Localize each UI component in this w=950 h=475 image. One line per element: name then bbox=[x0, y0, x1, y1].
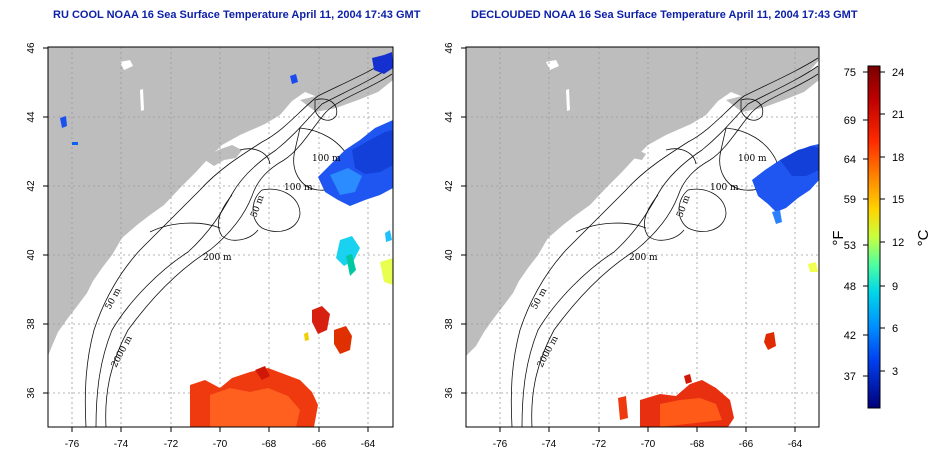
fahrenheit-tick-label: 64 bbox=[844, 154, 856, 166]
celsius-tick-label: 9 bbox=[892, 281, 898, 293]
lon-tick-label: -68 bbox=[690, 439, 705, 450]
lat-tick-label: 40 bbox=[444, 249, 455, 261]
right-y-axis bbox=[461, 47, 466, 394]
lon-tick-label: -66 bbox=[739, 439, 754, 450]
lat-tick-label: 46 bbox=[444, 42, 455, 54]
contour-label: 100 m bbox=[284, 183, 313, 193]
left-y-axis bbox=[43, 47, 48, 394]
sst-data bbox=[60, 52, 393, 427]
fahrenheit-tick-label: 69 bbox=[844, 115, 856, 127]
contour-label: 200 m bbox=[629, 253, 658, 263]
colorbar-gradient bbox=[867, 65, 881, 409]
contour-label: 100 m bbox=[710, 183, 739, 193]
fahrenheit-unit-label: °F bbox=[830, 230, 847, 245]
celsius-tick-label: 24 bbox=[892, 67, 904, 79]
lon-tick-label: -64 bbox=[788, 439, 803, 450]
fahrenheit-tick-label: 75 bbox=[844, 67, 856, 79]
nova-scotia bbox=[726, 66, 819, 112]
nova-scotia bbox=[300, 66, 393, 112]
lake bbox=[566, 89, 570, 111]
fahrenheit-tick-label: 42 bbox=[844, 330, 856, 342]
land-peninsula bbox=[205, 145, 242, 166]
celsius-tick-label: 3 bbox=[892, 366, 898, 378]
lon-tick-label: -72 bbox=[592, 439, 607, 450]
fahrenheit-tick-label: 53 bbox=[844, 240, 856, 252]
lat-tick-label: 36 bbox=[26, 387, 37, 399]
cape-cod bbox=[632, 150, 646, 160]
celsius-tick-label: 18 bbox=[892, 152, 904, 164]
lat-tick-label: 38 bbox=[444, 318, 455, 330]
lake bbox=[140, 89, 144, 111]
lat-tick-label: 40 bbox=[26, 249, 37, 261]
fahrenheit-tick-label: 37 bbox=[844, 371, 856, 383]
cape-cod bbox=[206, 150, 220, 160]
lon-tick-label: -70 bbox=[213, 439, 228, 450]
left-map-title: RU COOL NOAA 16 Sea Surface Temperature … bbox=[53, 9, 421, 21]
sst-data bbox=[618, 144, 819, 427]
grid-lines bbox=[48, 47, 393, 427]
lon-tick-label: -74 bbox=[114, 439, 129, 450]
temperature-colorbar: 75 69 64 59 53 48 42 37 24 21 18 15 12 9… bbox=[830, 65, 932, 409]
right-map-title: DECLOUDED NOAA 16 Sea Surface Temperatur… bbox=[471, 9, 858, 21]
land-mass bbox=[466, 47, 819, 356]
lon-tick-label: -70 bbox=[641, 439, 656, 450]
lon-tick-label: -76 bbox=[65, 439, 80, 450]
lat-tick-label: 42 bbox=[444, 180, 455, 192]
lon-tick-label: -68 bbox=[262, 439, 277, 450]
celsius-unit-label: °C bbox=[915, 229, 932, 246]
lat-tick-label: 46 bbox=[26, 42, 37, 54]
colorbar-ticks bbox=[863, 71, 885, 377]
celsius-tick-label: 15 bbox=[892, 194, 904, 206]
lat-tick-label: 44 bbox=[26, 111, 37, 123]
lake bbox=[120, 60, 133, 70]
celsius-tick-label: 21 bbox=[892, 109, 904, 121]
bathymetry-contours bbox=[510, 57, 819, 427]
right-x-axis bbox=[499, 427, 796, 432]
lat-tick-label: 38 bbox=[26, 318, 37, 330]
celsius-tick-label: 6 bbox=[892, 323, 898, 335]
lat-tick-label: 44 bbox=[444, 111, 455, 123]
lon-tick-label: -64 bbox=[361, 439, 376, 450]
lon-tick-label: -74 bbox=[542, 439, 557, 450]
contour-label: 200 m bbox=[203, 253, 232, 263]
bathymetry-contours bbox=[84, 57, 393, 427]
contour-label: 100 m bbox=[738, 154, 767, 164]
land-mass bbox=[48, 47, 393, 356]
lon-tick-label: -72 bbox=[164, 439, 179, 450]
contour-label: 100 m bbox=[312, 154, 341, 164]
lon-tick-label: -66 bbox=[312, 439, 327, 450]
fahrenheit-tick-label: 59 bbox=[844, 194, 856, 206]
left-map-panel: 100 m 100 m 50 m 200 m 50 m 2000 m bbox=[48, 47, 393, 427]
left-x-axis bbox=[71, 427, 369, 432]
lat-tick-label: 36 bbox=[444, 387, 455, 399]
celsius-tick-label: 12 bbox=[892, 237, 904, 249]
right-map-panel: 100 m 100 m 50 m 200 m 50 m 2000 m bbox=[466, 47, 819, 427]
fahrenheit-tick-label: 48 bbox=[844, 281, 856, 293]
lat-tick-label: 42 bbox=[26, 180, 37, 192]
grid-lines bbox=[466, 47, 819, 427]
right-map-frame bbox=[465, 46, 820, 428]
lon-tick-label: -76 bbox=[493, 439, 508, 450]
